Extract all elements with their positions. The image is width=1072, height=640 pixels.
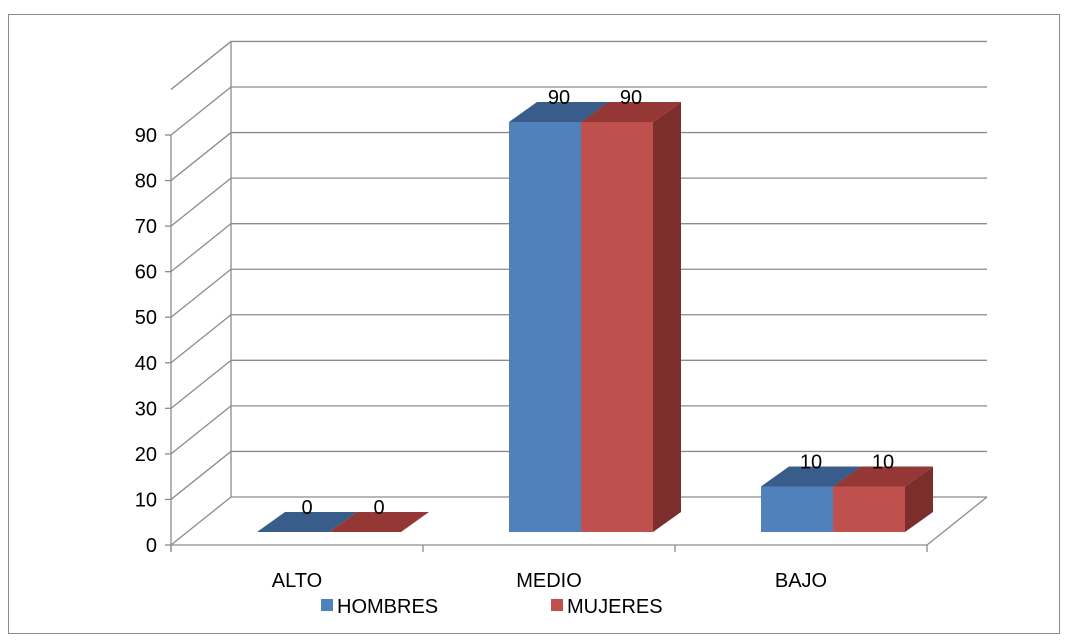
data-label: 90 (548, 87, 570, 109)
data-label: 90 (620, 87, 642, 109)
bar-top-face (833, 466, 933, 487)
bar-front-face (833, 486, 905, 532)
data-label: 10 (872, 451, 894, 473)
legend-item-hombres: HOMBRES (321, 596, 438, 618)
gridline-wall (170, 405, 232, 455)
x-category-label: ALTO (272, 570, 322, 592)
y-axis: 0 10 20 30 40 50 60 70 80 90 (135, 125, 171, 557)
gridline-wall (170, 86, 232, 136)
gridline-wall (170, 496, 232, 546)
bar-mujeres-medio (581, 102, 681, 532)
x-category-label: MEDIO (516, 570, 582, 592)
gridline-wall (170, 40, 232, 90)
y-tick-label: 10 (135, 489, 157, 511)
y-tick-label: 90 (135, 125, 157, 147)
gridline-wall (170, 450, 232, 500)
data-labels: 0 0 90 90 10 10 (301, 87, 894, 519)
chart-frame: 0 10 20 30 40 50 60 70 80 90 ALTO MEDIO BAJO 0 0 90 90… (8, 14, 1060, 634)
y-tick-label: 60 (135, 262, 157, 284)
bar-top-face (329, 512, 429, 532)
bar-top-face (581, 102, 681, 122)
bar-front-face (761, 486, 833, 532)
y-tick-label: 40 (135, 353, 157, 375)
bar-top-face (257, 512, 357, 532)
gridline-wall (170, 359, 232, 409)
data-label: 0 (301, 497, 312, 519)
bar-top-face (761, 466, 861, 487)
floor-right-edge (926, 496, 988, 546)
legend-swatch (551, 599, 563, 611)
y-tick-label: 70 (135, 216, 157, 238)
bar-side-face (653, 102, 681, 532)
gridline-wall (170, 132, 232, 182)
legend-label: MUJERES (567, 596, 663, 618)
bar-mujeres-bajo (833, 466, 933, 532)
legend-label: HOMBRES (337, 596, 438, 618)
bars (257, 102, 933, 532)
legend: HOMBRES MUJERES (321, 596, 663, 618)
legend-swatch (321, 599, 333, 611)
bar-chart: 0 10 20 30 40 50 60 70 80 90 ALTO MEDIO BAJO 0 0 90 90… (135, 40, 988, 618)
legend-item-mujeres: MUJERES (551, 596, 663, 618)
x-category-label: BAJO (775, 570, 827, 592)
y-tick-label: 0 (146, 535, 157, 557)
y-tick-label: 20 (135, 444, 157, 466)
y-tick-label: 50 (135, 307, 157, 329)
x-axis: ALTO MEDIO BAJO (170, 545, 928, 592)
bar-front-face (509, 122, 581, 532)
gridline-wall (170, 314, 232, 364)
bar-top-face (509, 102, 609, 122)
gridline-wall (170, 268, 232, 318)
bar-mujeres-alto (329, 512, 429, 532)
bar-side-face (905, 466, 933, 532)
y-tick-label: 30 (135, 398, 157, 420)
data-label: 10 (800, 451, 822, 473)
data-label: 0 (373, 497, 384, 519)
gridline-wall (170, 223, 232, 273)
bar-hombres-alto (257, 512, 357, 532)
gridline-wall (170, 177, 232, 227)
y-tick-label: 80 (135, 171, 157, 193)
bar-front-face (581, 122, 653, 532)
